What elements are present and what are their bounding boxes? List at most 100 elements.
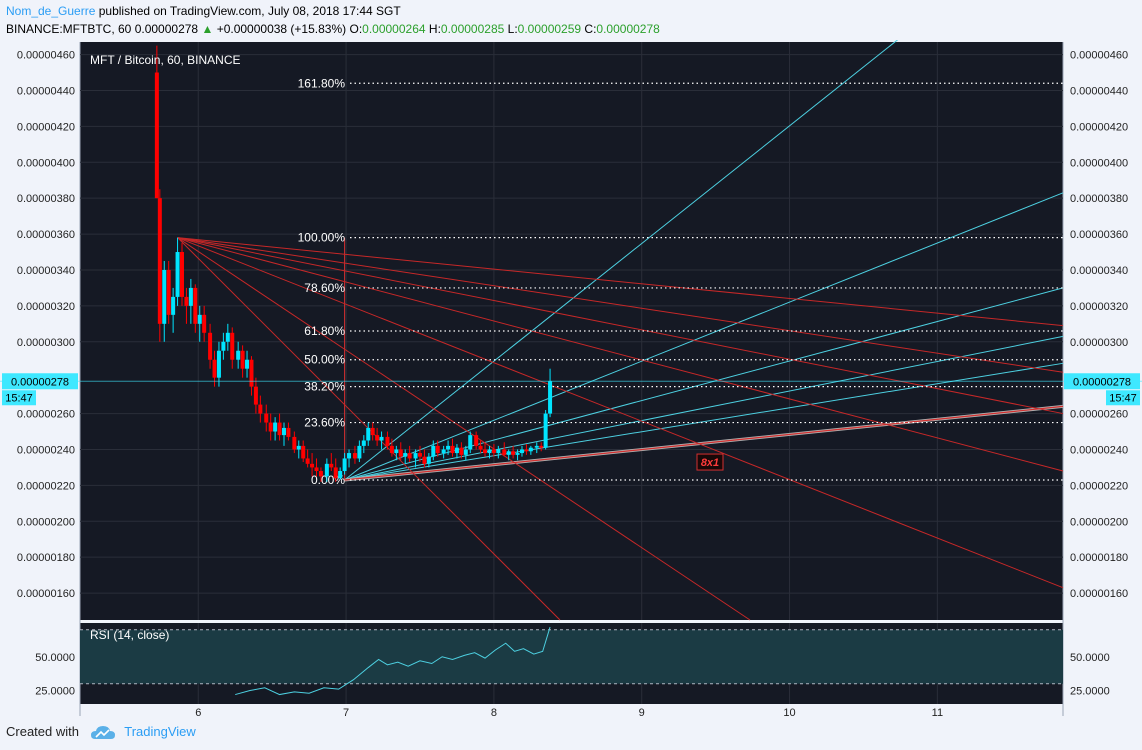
candle-body (534, 445, 539, 448)
last-price: 0.00000278 (134, 22, 199, 36)
candle-body (543, 413, 548, 448)
candle-body (236, 350, 241, 360)
candle-body (324, 463, 329, 477)
gann-ratio-box (696, 453, 724, 471)
candle-body (230, 332, 235, 360)
x-tick-label: 6 (195, 707, 201, 716)
y-tick-label-left: 0.00000400 (17, 157, 75, 169)
published-text: published on TradingView.com, July 08, 2… (98, 4, 401, 18)
symbol-bar: BINANCE:MFTBTC, 60 0.00000278 ▲ +0.00000… (6, 22, 660, 36)
rsi-title: RSI (14, close) (90, 628, 169, 642)
candle-body (329, 463, 334, 468)
candle-body (379, 436, 384, 441)
candle-body (292, 436, 297, 450)
candle-body (459, 447, 464, 455)
candle-body (422, 456, 427, 464)
y-tick-label-left: 0.00000380 (17, 193, 75, 205)
candle-body (389, 445, 394, 454)
candle-body (496, 449, 501, 454)
y-tick-label-left: 0.00000340 (17, 265, 75, 277)
tradingview-logo-icon (90, 725, 115, 739)
y-tick-label-right: 0.00000160 (1070, 588, 1128, 600)
last-price-badge-left (2, 373, 78, 390)
up-arrow-icon: ▲ (201, 22, 214, 36)
y-tick-label-left: 0.00000200 (17, 516, 75, 528)
high-label: H: (428, 22, 441, 36)
candle-body (375, 435, 380, 441)
candle-body (216, 350, 221, 378)
gann-fan-line-up (344, 362, 1064, 481)
candle-body (431, 445, 436, 457)
candle-body (398, 449, 403, 457)
y-tick-label-left: 0.00000360 (17, 229, 75, 241)
x-tick-label: 7 (343, 707, 349, 716)
candle-body (394, 449, 399, 454)
rsi-band (80, 629, 1063, 684)
candle-body (478, 445, 483, 450)
candle-body (519, 449, 524, 454)
candle-body (361, 440, 366, 446)
candle-body (301, 445, 306, 459)
candle-body (318, 471, 323, 477)
candle-body (357, 445, 362, 459)
candle-body (515, 453, 520, 455)
y-tick-label-left: 0.00000300 (17, 337, 75, 349)
candle-body (175, 252, 180, 297)
candle-body (352, 453, 357, 459)
y-tick-label-left: 0.00000220 (17, 480, 75, 492)
low-value: 0.00000259 (517, 22, 582, 36)
candle-body (314, 467, 319, 472)
low-label: L: (507, 22, 518, 36)
candle-body (188, 287, 193, 306)
x-tick-label: 8 (491, 707, 497, 716)
gann-fan-line-up (344, 40, 899, 481)
candle-body (162, 269, 167, 324)
fib-level-label: 38.20% (304, 380, 345, 394)
candle-body (417, 453, 422, 457)
gann-fan-line-up (344, 192, 1064, 481)
tradingview-link[interactable]: TradingView (124, 724, 196, 739)
y-tick-label-left: 0.00000160 (17, 588, 75, 600)
gann-fan (177, 40, 1064, 621)
gann-fan-line-up (344, 335, 1064, 481)
candle-body (370, 427, 375, 436)
author-link[interactable]: Nom_de_Guerre (6, 4, 96, 18)
y-tick-label-right: 0.00000200 (1070, 516, 1128, 528)
candle-body (212, 359, 217, 378)
x-tick-label: 10 (783, 707, 795, 716)
candle-body (268, 422, 273, 432)
y-tick-label-right: 0.00000260 (1070, 409, 1128, 421)
gann-fan-line-up (344, 287, 1064, 481)
candle-body (483, 449, 488, 454)
candle-body (286, 427, 291, 437)
rsi-tick-left: 50.0000 (35, 652, 75, 664)
gann-ratio-label: 8x1 (701, 457, 719, 469)
fan-line-down (177, 237, 1064, 415)
candle-body (179, 252, 184, 297)
fan-line-down (177, 237, 1064, 472)
candle-body (193, 287, 198, 324)
candle-body (202, 314, 207, 333)
last-price-time-right: 15:47 (1109, 392, 1137, 404)
publish-info: Nom_de_Guerre published on TradingView.c… (6, 4, 401, 18)
y-tick-label-right: 0.00000460 (1070, 50, 1128, 62)
candle-body (446, 445, 451, 450)
y-tick-label-left: 0.00000320 (17, 301, 75, 313)
candle-body (474, 435, 479, 446)
candle-body (281, 427, 286, 436)
candle-body (197, 314, 202, 324)
y-tick-label-right: 0.00000440 (1070, 85, 1128, 97)
fan-line-down (177, 237, 1064, 373)
close-value: 0.00000278 (596, 22, 660, 36)
candle-body (511, 451, 516, 455)
y-tick-label-right: 0.00000240 (1070, 444, 1128, 456)
candle-body (310, 463, 315, 468)
candle-body (245, 359, 250, 369)
candle-body (342, 458, 347, 472)
chart-canvas[interactable]: 6 7 8 9 10 11 0.00000460 0.00000460 0.00000440 0.… (0, 40, 1142, 716)
candle-body (225, 332, 230, 342)
last-price-badge-right (1064, 373, 1140, 390)
candle-body (184, 296, 189, 306)
candle-body (273, 422, 278, 432)
candle-body (441, 449, 446, 454)
